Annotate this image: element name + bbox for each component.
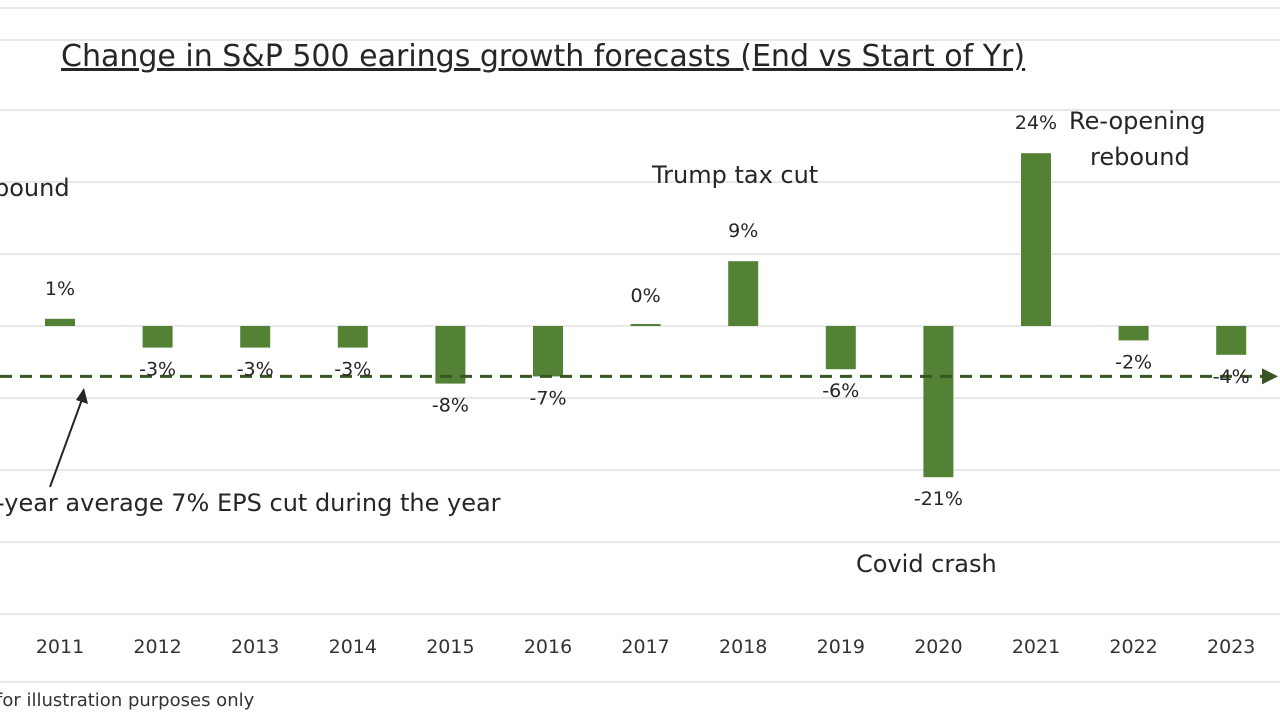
x-tick-2016: 2016 [524,636,572,658]
x-tick-2012: 2012 [133,636,181,658]
x-tick-2019: 2019 [817,636,865,658]
x-tick-2023: 2023 [1207,636,1255,658]
bar-2021 [1021,153,1051,326]
bar-2022 [1118,326,1149,341]
data-label-2013: -3% [237,359,274,381]
annotation-rebound: rebound [1090,143,1190,171]
arrow-head-icon [76,388,88,404]
chart-title: Change in S&P 500 earings growth forecas… [61,39,1025,74]
data-label-2022: -2% [1115,351,1152,373]
bar-2011 [45,318,75,326]
x-tick-2011: 2011 [36,636,84,658]
data-label-2011: 1% [45,278,75,300]
bar-2015 [435,326,466,384]
x-tick-2015: 2015 [426,636,474,658]
data-label-2018: 9% [728,220,758,242]
data-labels: 1% -3% -3% -3% -8% -7% 0% 9% -6% -21% 24% -2% -4% [45,112,1250,510]
data-label-2016: -7% [530,387,567,409]
average-line-label: -year average 7% EPS cut during the year [0,489,501,517]
bar-2018 [728,261,759,326]
bar-2019 [825,326,856,370]
x-tick-2014: 2014 [329,636,377,658]
bars [45,153,1247,478]
data-label-2019: -6% [822,380,859,402]
annotation-covid-crash: Covid crash [856,550,997,578]
bar-2013 [240,326,271,348]
annotation-reopening: Re-opening [1069,107,1205,135]
data-label-2012: -3% [139,359,176,381]
average-line-group [0,368,1278,385]
bar-2023 [1216,326,1247,355]
x-tick-2013: 2013 [231,636,279,658]
x-axis-ticks: 2011 2012 2013 2014 2015 2016 2017 2018 2019 2020… [36,636,1256,658]
data-label-2015: -8% [432,395,469,417]
annotation-rebound-left: bound [0,174,70,202]
bar-2016 [533,326,563,377]
bar-2014 [337,326,368,348]
bar-2012 [142,326,173,348]
footnote: for illustration purposes only [0,690,255,711]
x-tick-2018: 2018 [719,636,767,658]
x-tick-2022: 2022 [1109,636,1157,658]
data-label-2021: 24% [1015,112,1057,134]
average-line-arrow-icon [1262,368,1278,385]
annotation-arrow [49,393,85,488]
x-tick-2021: 2021 [1012,636,1060,658]
x-tick-2020: 2020 [914,636,962,658]
annotation-trump-tax-cut: Trump tax cut [651,161,818,189]
data-label-2023: -4% [1213,366,1250,388]
data-label-2017: 0% [631,285,661,307]
data-label-2020: -21% [914,488,963,510]
bar-2017 [630,324,661,326]
data-label-2014: -3% [334,359,371,381]
x-tick-2017: 2017 [621,636,669,658]
bar-2020 [923,326,954,478]
